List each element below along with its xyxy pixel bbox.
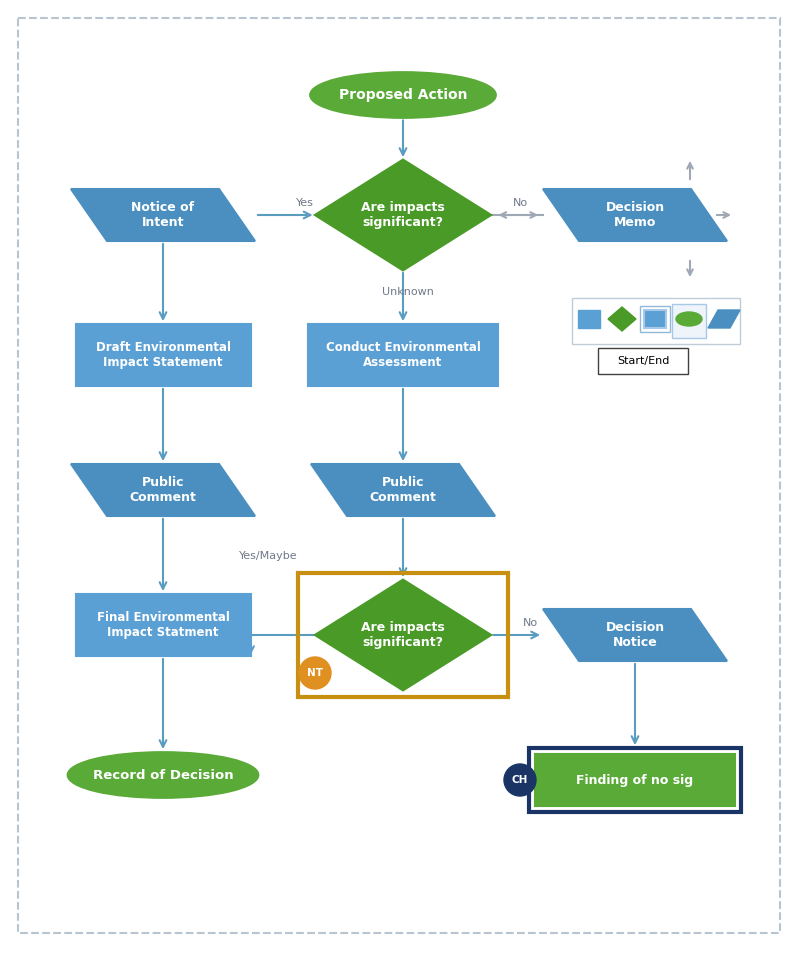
Bar: [644, 310, 666, 328]
Text: Unknown: Unknown: [382, 287, 434, 297]
Text: No: No: [513, 198, 527, 208]
Text: Proposed Action: Proposed Action: [338, 88, 467, 102]
Polygon shape: [543, 189, 727, 241]
Polygon shape: [71, 189, 255, 241]
Bar: [529, 748, 741, 812]
Polygon shape: [311, 464, 495, 516]
Circle shape: [504, 764, 536, 796]
Text: Notice of
Intent: Notice of Intent: [131, 201, 194, 229]
Text: Public
Comment: Public Comment: [370, 476, 437, 504]
Text: Record of Decision: Record of Decision: [93, 769, 234, 781]
Ellipse shape: [676, 312, 702, 326]
Text: Conduct Environmental
Assessment: Conduct Environmental Assessment: [326, 341, 481, 369]
Text: Finding of no sig: Finding of no sig: [577, 774, 694, 787]
Ellipse shape: [68, 753, 258, 797]
Text: Are impacts
significant?: Are impacts significant?: [361, 621, 445, 649]
Polygon shape: [608, 307, 636, 331]
Text: Start/End: Start/End: [617, 356, 669, 366]
Bar: [578, 310, 600, 328]
Text: Yes: Yes: [296, 198, 314, 208]
Polygon shape: [315, 580, 490, 690]
Bar: [572, 298, 740, 344]
Bar: [75, 324, 250, 386]
Text: Decision
Memo: Decision Memo: [606, 201, 665, 229]
Polygon shape: [315, 160, 490, 270]
Circle shape: [299, 657, 331, 689]
Polygon shape: [708, 310, 740, 328]
Text: Draft Environmental
Impact Statement: Draft Environmental Impact Statement: [95, 341, 230, 369]
Text: No: No: [522, 618, 538, 628]
Ellipse shape: [310, 73, 495, 117]
Bar: [535, 754, 735, 806]
Bar: [298, 573, 508, 697]
Text: Yes/Maybe: Yes/Maybe: [238, 551, 298, 561]
Polygon shape: [543, 609, 727, 661]
Bar: [672, 304, 706, 338]
Bar: [598, 348, 688, 374]
Bar: [308, 324, 498, 386]
Text: Final Environmental
Impact Statment: Final Environmental Impact Statment: [97, 611, 230, 639]
Text: CH: CH: [512, 775, 528, 785]
Text: NT: NT: [307, 668, 323, 678]
Text: Decision
Notice: Decision Notice: [606, 621, 665, 649]
Bar: [640, 306, 670, 332]
Text: Public
Comment: Public Comment: [130, 476, 197, 504]
Text: Are impacts
significant?: Are impacts significant?: [361, 201, 445, 229]
Polygon shape: [71, 464, 255, 516]
Bar: [75, 594, 250, 656]
